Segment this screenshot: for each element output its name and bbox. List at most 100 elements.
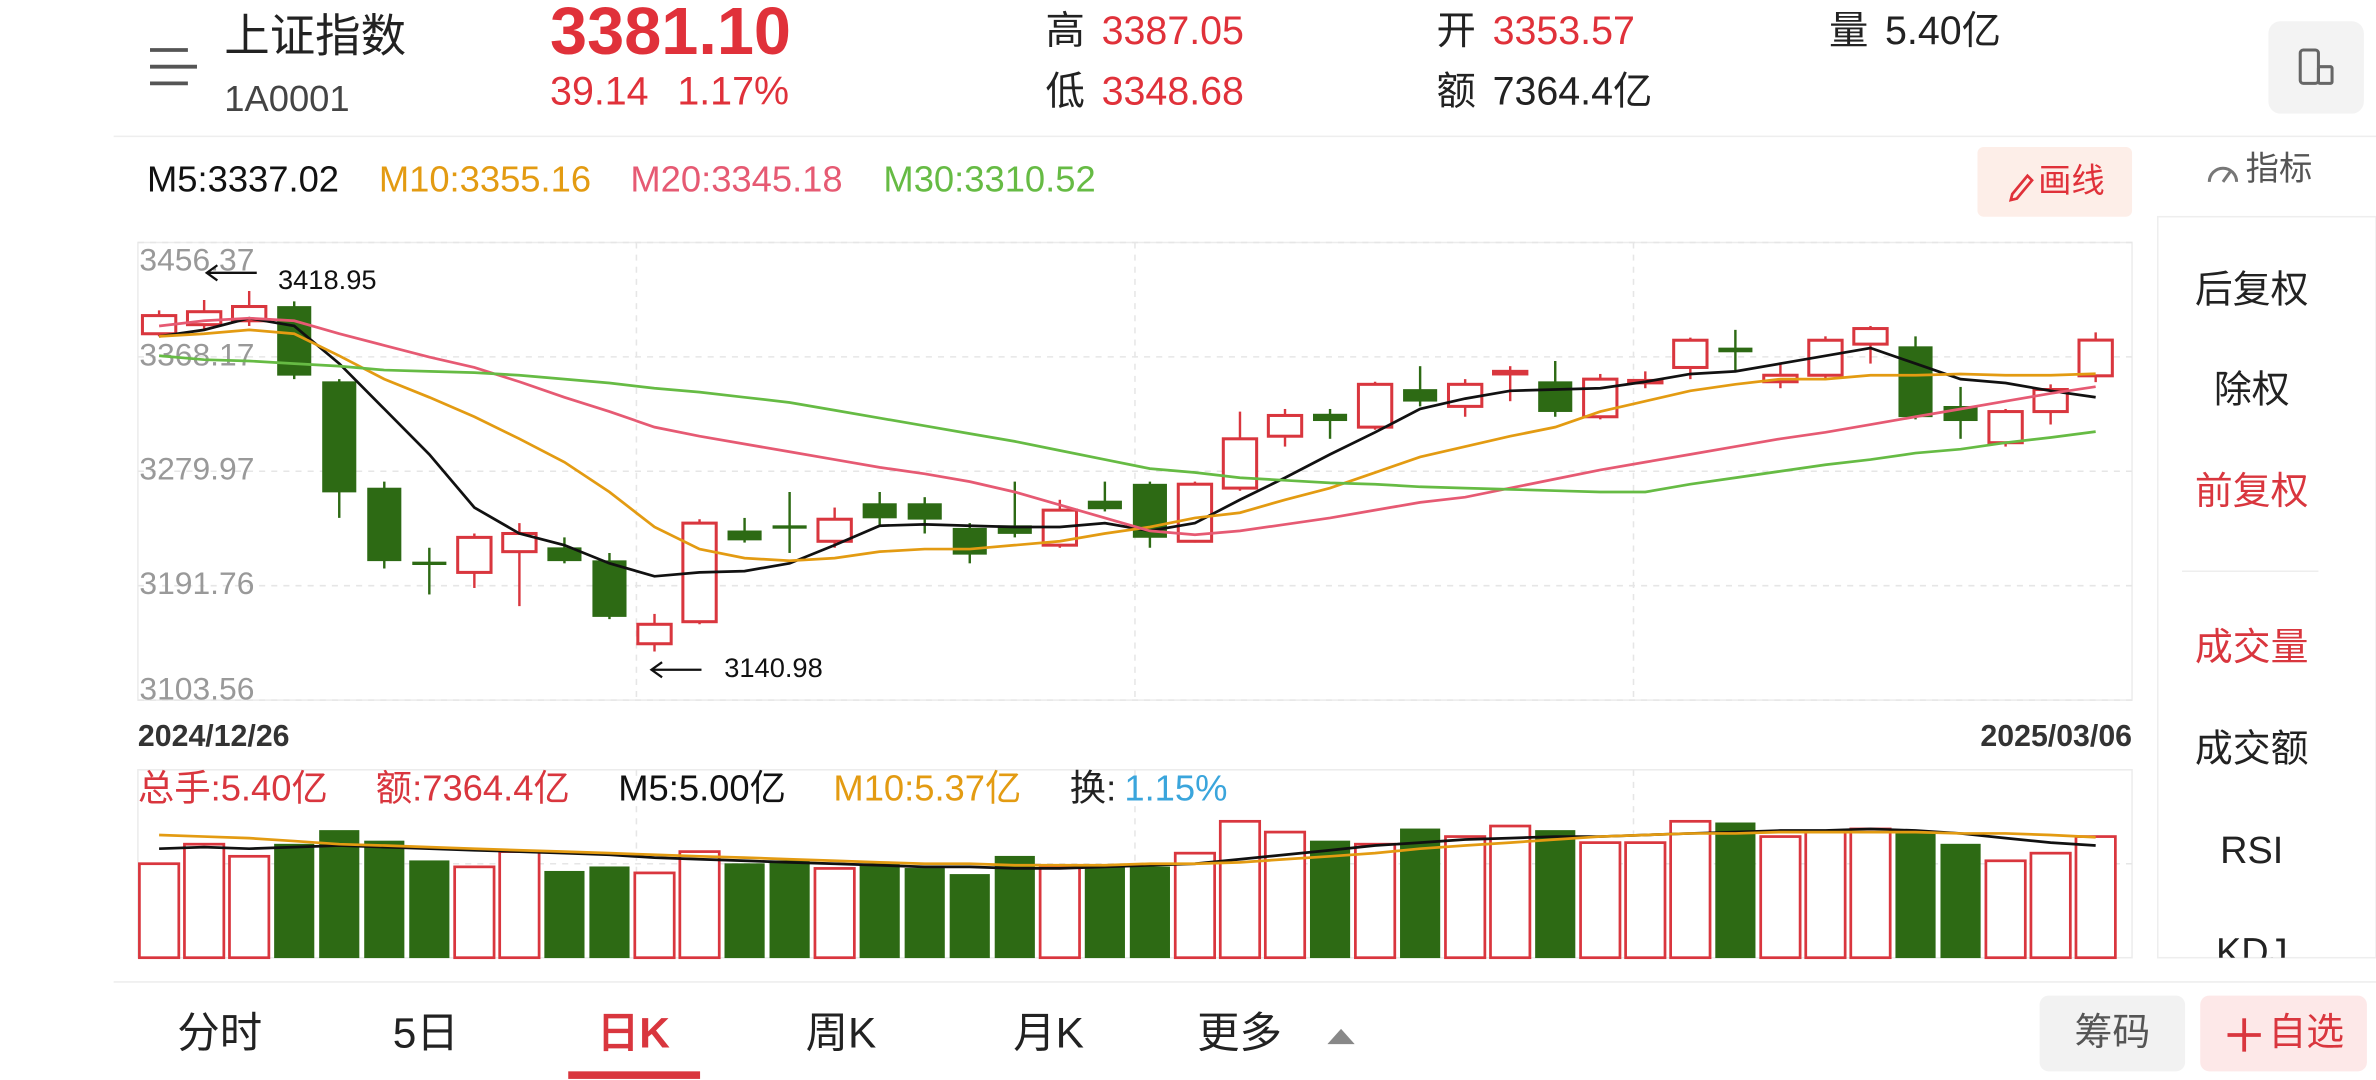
side-item-active[interactable]: 前复权	[2195, 471, 2309, 513]
indicator-button[interactable]: 指标	[2207, 151, 2313, 188]
side-panel	[2157, 215, 2376, 959]
candle-body	[547, 547, 582, 562]
candle-body	[1403, 389, 1438, 402]
max-arrow-head	[204, 264, 219, 282]
volume-bar	[1579, 841, 1622, 960]
stat-value: 7364.4亿	[1493, 69, 1653, 113]
vol-ma-legend: M5:5.00亿	[618, 768, 786, 809]
candle-body	[1087, 500, 1122, 510]
volume-bar	[994, 855, 1035, 959]
change-pct: 1.17%	[677, 69, 789, 113]
volume-bar	[813, 867, 856, 960]
candle-body	[1356, 382, 1394, 429]
side-item[interactable]: RSI	[2220, 830, 2283, 872]
volume-bar	[1849, 827, 1892, 960]
draw-label[interactable]: 画线	[2038, 163, 2105, 200]
ma-legend: M30:3310.52	[883, 158, 1095, 199]
candle-body	[907, 503, 942, 520]
volume-bar	[1940, 843, 1981, 959]
volume-bar	[1489, 824, 1532, 960]
side-item[interactable]: 成交额	[2195, 729, 2309, 771]
draw-button[interactable]: 画线	[1977, 147, 2133, 217]
tab[interactable]: 更多	[1197, 1010, 1282, 1057]
candle-body	[1898, 346, 1933, 418]
y-tick-label: 3103.56	[139, 670, 254, 706]
volume-bar	[2074, 835, 2117, 960]
candles	[140, 291, 2114, 652]
tab-active[interactable]: 日K	[597, 1010, 670, 1057]
volume-bar	[633, 871, 676, 960]
end-date: 2025/03/06	[1980, 720, 2132, 753]
ma-line	[159, 328, 2096, 563]
volume-bar	[1218, 819, 1262, 960]
ma-legend: M20:3345.18	[630, 158, 842, 199]
candle-body	[230, 304, 268, 323]
indicator-label[interactable]: 指标	[2246, 151, 2313, 188]
watchlist-label[interactable]: 自选	[2268, 1012, 2344, 1054]
side-item[interactable]: 后复权	[2195, 269, 2309, 311]
max-label: 3418.95	[278, 264, 377, 295]
candle-body	[1221, 437, 1259, 490]
ma-line	[158, 316, 2096, 537]
candle-body	[412, 561, 447, 566]
turnover-label: 换:	[1070, 768, 1116, 809]
volume-bar	[1984, 859, 2027, 960]
ma-line	[158, 316, 2096, 578]
tab[interactable]: 月K	[1013, 1010, 1084, 1057]
y-tick-label: 3456.37	[139, 242, 254, 278]
stat-label: 高	[1046, 9, 1085, 53]
min-arrow-head	[649, 661, 663, 679]
vol-ma-legend: M10:5.37亿	[833, 768, 1021, 809]
tab[interactable]: 分时	[177, 1010, 262, 1057]
orientation-button[interactable]	[2268, 21, 2364, 114]
menu-icon[interactable]	[150, 48, 197, 86]
stat-value: 5.40亿	[1885, 9, 2001, 53]
side-item[interactable]: KDJ	[2216, 932, 2288, 974]
watchlist-button[interactable]: 自选	[2200, 995, 2367, 1072]
volume-bar	[904, 868, 945, 959]
volume-bar	[544, 870, 585, 959]
candle-body	[1718, 347, 1753, 353]
turnover-value: 1.15%	[1124, 768, 1227, 809]
volume-bar	[1624, 841, 1667, 960]
side-item[interactable]: 除权	[2214, 369, 2290, 411]
volume-bar	[138, 862, 181, 960]
volume-bar	[589, 866, 630, 959]
volume-bar	[1263, 830, 1307, 960]
stat-label: 开	[1437, 9, 1476, 53]
more-arrow[interactable]	[1327, 1028, 1355, 1045]
candle-body	[367, 487, 402, 562]
ma-legend: M10:3355.16	[379, 158, 591, 199]
volume-bar	[1804, 830, 1847, 960]
candle-body	[1672, 338, 1709, 369]
volume-bar	[2029, 851, 2072, 960]
tab[interactable]: 周K	[806, 1010, 877, 1057]
candle-body	[1852, 327, 1889, 346]
candle-body	[1538, 381, 1573, 412]
volume-bar	[859, 863, 900, 959]
candle-body	[456, 535, 493, 574]
stat-label: 低	[1046, 69, 1085, 113]
volume-bar	[274, 843, 315, 959]
stat-value: 3348.68	[1102, 69, 1244, 113]
volume-bar	[724, 863, 765, 959]
chips-label[interactable]: 筹码	[2074, 1012, 2150, 1054]
stat-label: 量	[1829, 9, 1868, 53]
volume-bar	[1038, 865, 1081, 960]
chips-button[interactable]: 筹码	[2039, 995, 2186, 1072]
stat-value: 3387.05	[1102, 9, 1244, 53]
volume-bar	[1535, 830, 1576, 959]
candle-body	[772, 525, 807, 529]
amount-label: 额:7364.4亿	[376, 768, 570, 809]
volume-bar	[769, 860, 810, 959]
index-code: 1A0001	[224, 78, 349, 119]
index-name: 上证指数	[224, 10, 406, 61]
volume-bar	[1173, 851, 1217, 960]
side-item-active[interactable]: 成交量	[2195, 627, 2309, 669]
candle-body	[1313, 413, 1348, 422]
vol-ma-line	[159, 827, 2096, 870]
tab[interactable]: 5日	[393, 1010, 459, 1057]
volume-bar	[1444, 835, 1487, 960]
